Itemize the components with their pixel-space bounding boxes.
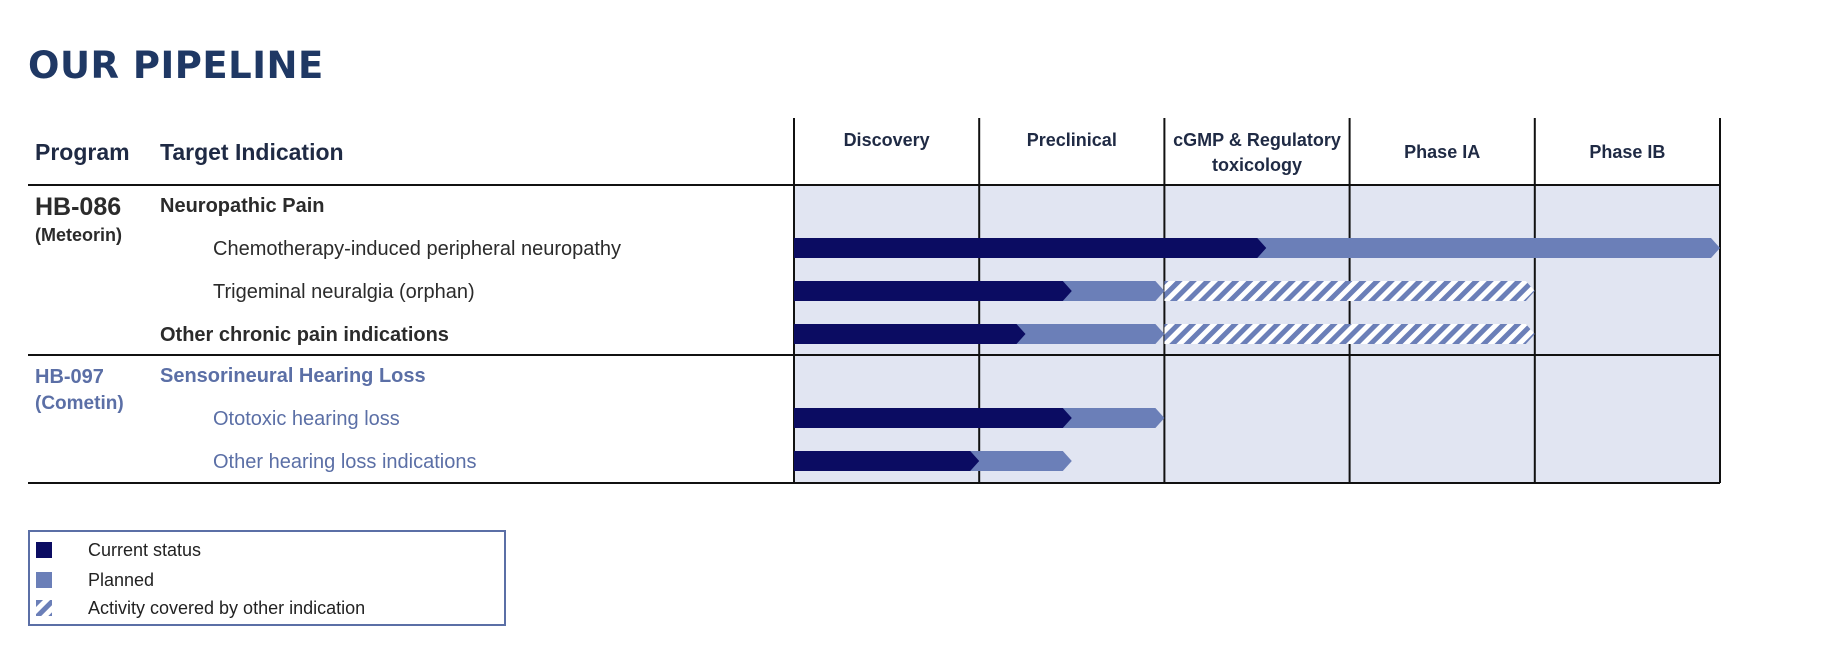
current-bar-0-2 — [794, 324, 1026, 344]
covered-bar-0-2 — [1164, 324, 1535, 344]
legend-swatch-covered — [36, 600, 52, 616]
planned-bar-0-1 — [1061, 281, 1165, 301]
legend-swatch-current — [36, 542, 52, 558]
legend-label-covered: Activity covered by other indication — [88, 598, 366, 618]
current-bar-1-0 — [794, 408, 1072, 428]
program-code-1: HB-097 — [35, 366, 104, 388]
cell-0-4 — [1534, 185, 1720, 355]
indication-1: Sensorineural Hearing Loss — [160, 365, 426, 387]
planned-bar-1-1 — [969, 451, 1072, 471]
row-label-1-0: Ototoxic hearing loss — [213, 408, 400, 430]
cell-1-4 — [1534, 355, 1720, 483]
indication-0: Neuropathic Pain — [160, 195, 324, 217]
program-name-0: (Meteorin) — [35, 225, 122, 245]
program-code-0: HB-086 — [35, 193, 121, 221]
program-column-header: Program — [35, 139, 130, 165]
pipeline-chart: Program Target Indication Discovery Preclin… — [28, 118, 1721, 484]
stage-header-4: Phase IB — [1589, 142, 1665, 162]
legend: Current status Planned Activity covered … — [28, 530, 506, 626]
row-label-0-2: Other chronic pain indications — [160, 324, 449, 346]
current-bar-0-1 — [794, 281, 1072, 301]
stage-header-1: Preclinical — [1027, 130, 1117, 150]
page-title: OUR PIPELINE — [28, 44, 324, 87]
cell-1-2 — [1164, 355, 1350, 483]
planned-bar-0-0 — [1256, 238, 1720, 258]
indication-column-header: Target Indication — [160, 139, 344, 165]
covered-bar-0-1 — [1164, 281, 1535, 301]
row-label-1-1: Other hearing loss indications — [213, 451, 476, 473]
program-name-1: (Cometin) — [35, 393, 124, 414]
row-label-0-1: Trigeminal neuralgia (orphan) — [213, 281, 475, 303]
row-label-0-0: Chemotherapy-induced peripheral neuropat… — [213, 238, 621, 260]
stage-header-3: Phase IA — [1404, 142, 1480, 162]
current-bar-0-0 — [794, 238, 1267, 258]
stage-header-2-line1: cGMP & Regulatory — [1173, 130, 1341, 150]
planned-bar-0-2 — [1015, 324, 1165, 344]
current-bar-1-1 — [794, 451, 980, 471]
legend-label-planned: Planned — [88, 570, 155, 590]
legend-label-current: Current status — [88, 540, 202, 560]
legend-swatch-planned — [36, 572, 52, 588]
planned-bar-1-0 — [1061, 408, 1165, 428]
stage-header-2-line2: toxicology — [1212, 155, 1302, 175]
stage-header-0: Discovery — [844, 130, 930, 150]
cell-1-3 — [1349, 355, 1535, 483]
